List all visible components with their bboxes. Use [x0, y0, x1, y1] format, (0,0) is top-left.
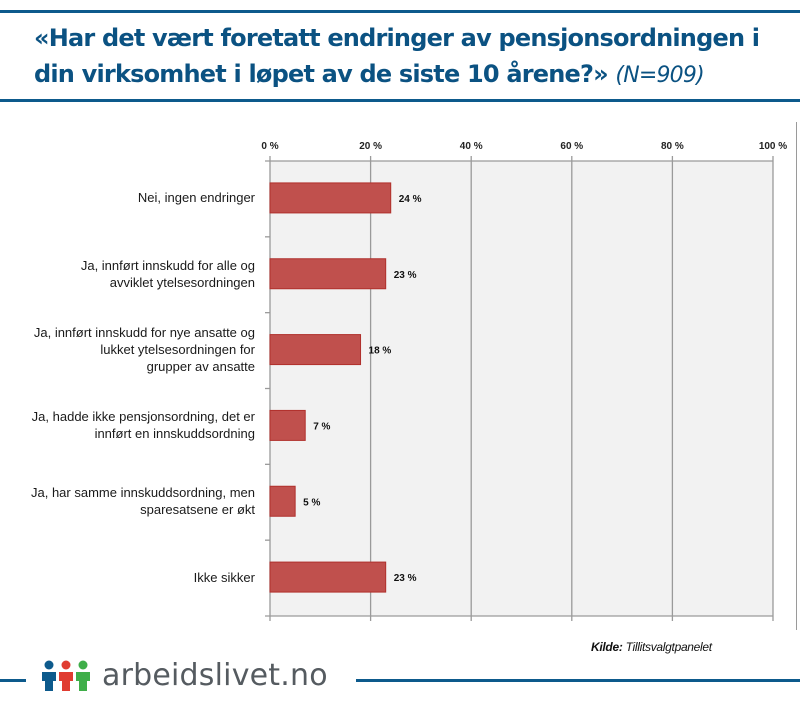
frame-right-border: [796, 122, 797, 630]
data-label-2: 18 %: [369, 346, 392, 357]
people-icon: [42, 660, 90, 691]
person-head-icon: [61, 660, 71, 670]
x-tick-label: 40 %: [460, 141, 483, 152]
category-label-0: Nei, ingen endringer: [138, 189, 255, 206]
brand-logo[interactable]: arbeidslivet.no: [42, 658, 328, 694]
category-label-line: Ja, innført innskudd for nye ansatte og: [33, 325, 255, 341]
footer-rule-right: [356, 679, 800, 682]
person-body-icon: [76, 672, 90, 691]
data-label-1: 23 %: [394, 270, 417, 281]
bar-5: [269, 561, 387, 593]
bar-0: [269, 182, 392, 214]
chart-title-text: «Har det vært foretatt endringer av pens…: [34, 24, 760, 88]
category-label-line: lukket ytelsesordningen for: [100, 342, 255, 358]
source-note: Kilde: Tillitsvalgtpanelet: [591, 640, 712, 654]
x-tick-label: 60 %: [560, 141, 583, 152]
x-tick-label: 0 %: [261, 141, 278, 152]
sample-size: (N=909): [615, 63, 704, 88]
bar-3: [269, 409, 306, 441]
bar-4: [269, 485, 296, 517]
category-label-5: Ikke sikker: [194, 569, 255, 586]
data-label-5: 23 %: [394, 573, 417, 584]
bar-1: [269, 258, 387, 290]
data-label-4: 5 %: [303, 497, 320, 508]
category-label-3: Ja, hadde ikke pensjonsordning, det er in…: [32, 408, 255, 442]
person-head-icon: [78, 660, 88, 670]
plot-area: [270, 161, 773, 616]
chart-title: «Har det vært foretatt endringer av pens…: [34, 20, 794, 94]
category-label-2: Ja, innført innskudd for nye ansatte og l…: [34, 324, 255, 375]
header-top-rule: [0, 10, 800, 13]
category-label-line: Nei, ingen endringer: [137, 190, 255, 206]
category-label-line: Ja, har samme innskuddsordning, men: [30, 485, 255, 501]
data-label-0: 24 %: [399, 194, 422, 205]
category-label-line: sparesatsene er økt: [140, 502, 255, 518]
category-label-1: Ja, innført innskudd for alle og avviklet…: [81, 257, 255, 291]
header-bottom-rule: [0, 99, 800, 102]
category-label-line: innført en innskuddsordning: [94, 426, 255, 442]
x-tick-label: 80 %: [661, 141, 684, 152]
source-label: Kilde:: [591, 640, 623, 654]
person-body-icon: [59, 672, 73, 691]
data-label-3: 7 %: [313, 421, 330, 432]
category-label-line: avviklet ytelsesordningen: [109, 274, 255, 290]
brand-name: arbeidslivet.no: [102, 658, 328, 693]
person-head-icon: [44, 660, 54, 670]
person-body-icon: [42, 672, 56, 691]
category-label-line: Ikke sikker: [193, 569, 255, 585]
bar-2: [269, 334, 362, 366]
footer-rule-left: [0, 679, 26, 682]
category-label-line: Ja, hadde ikke pensjonsordning, det er: [31, 409, 255, 425]
category-label-line: Ja, innført innskudd for alle og: [80, 257, 255, 273]
x-tick-label: 20 %: [359, 141, 382, 152]
category-label-4: Ja, har samme innskuddsordning, men spare…: [31, 484, 255, 518]
source-value: Tillitsvalgtpanelet: [625, 640, 713, 654]
category-label-line: grupper av ansatte: [146, 359, 255, 375]
x-tick-label: 100 %: [759, 141, 787, 152]
